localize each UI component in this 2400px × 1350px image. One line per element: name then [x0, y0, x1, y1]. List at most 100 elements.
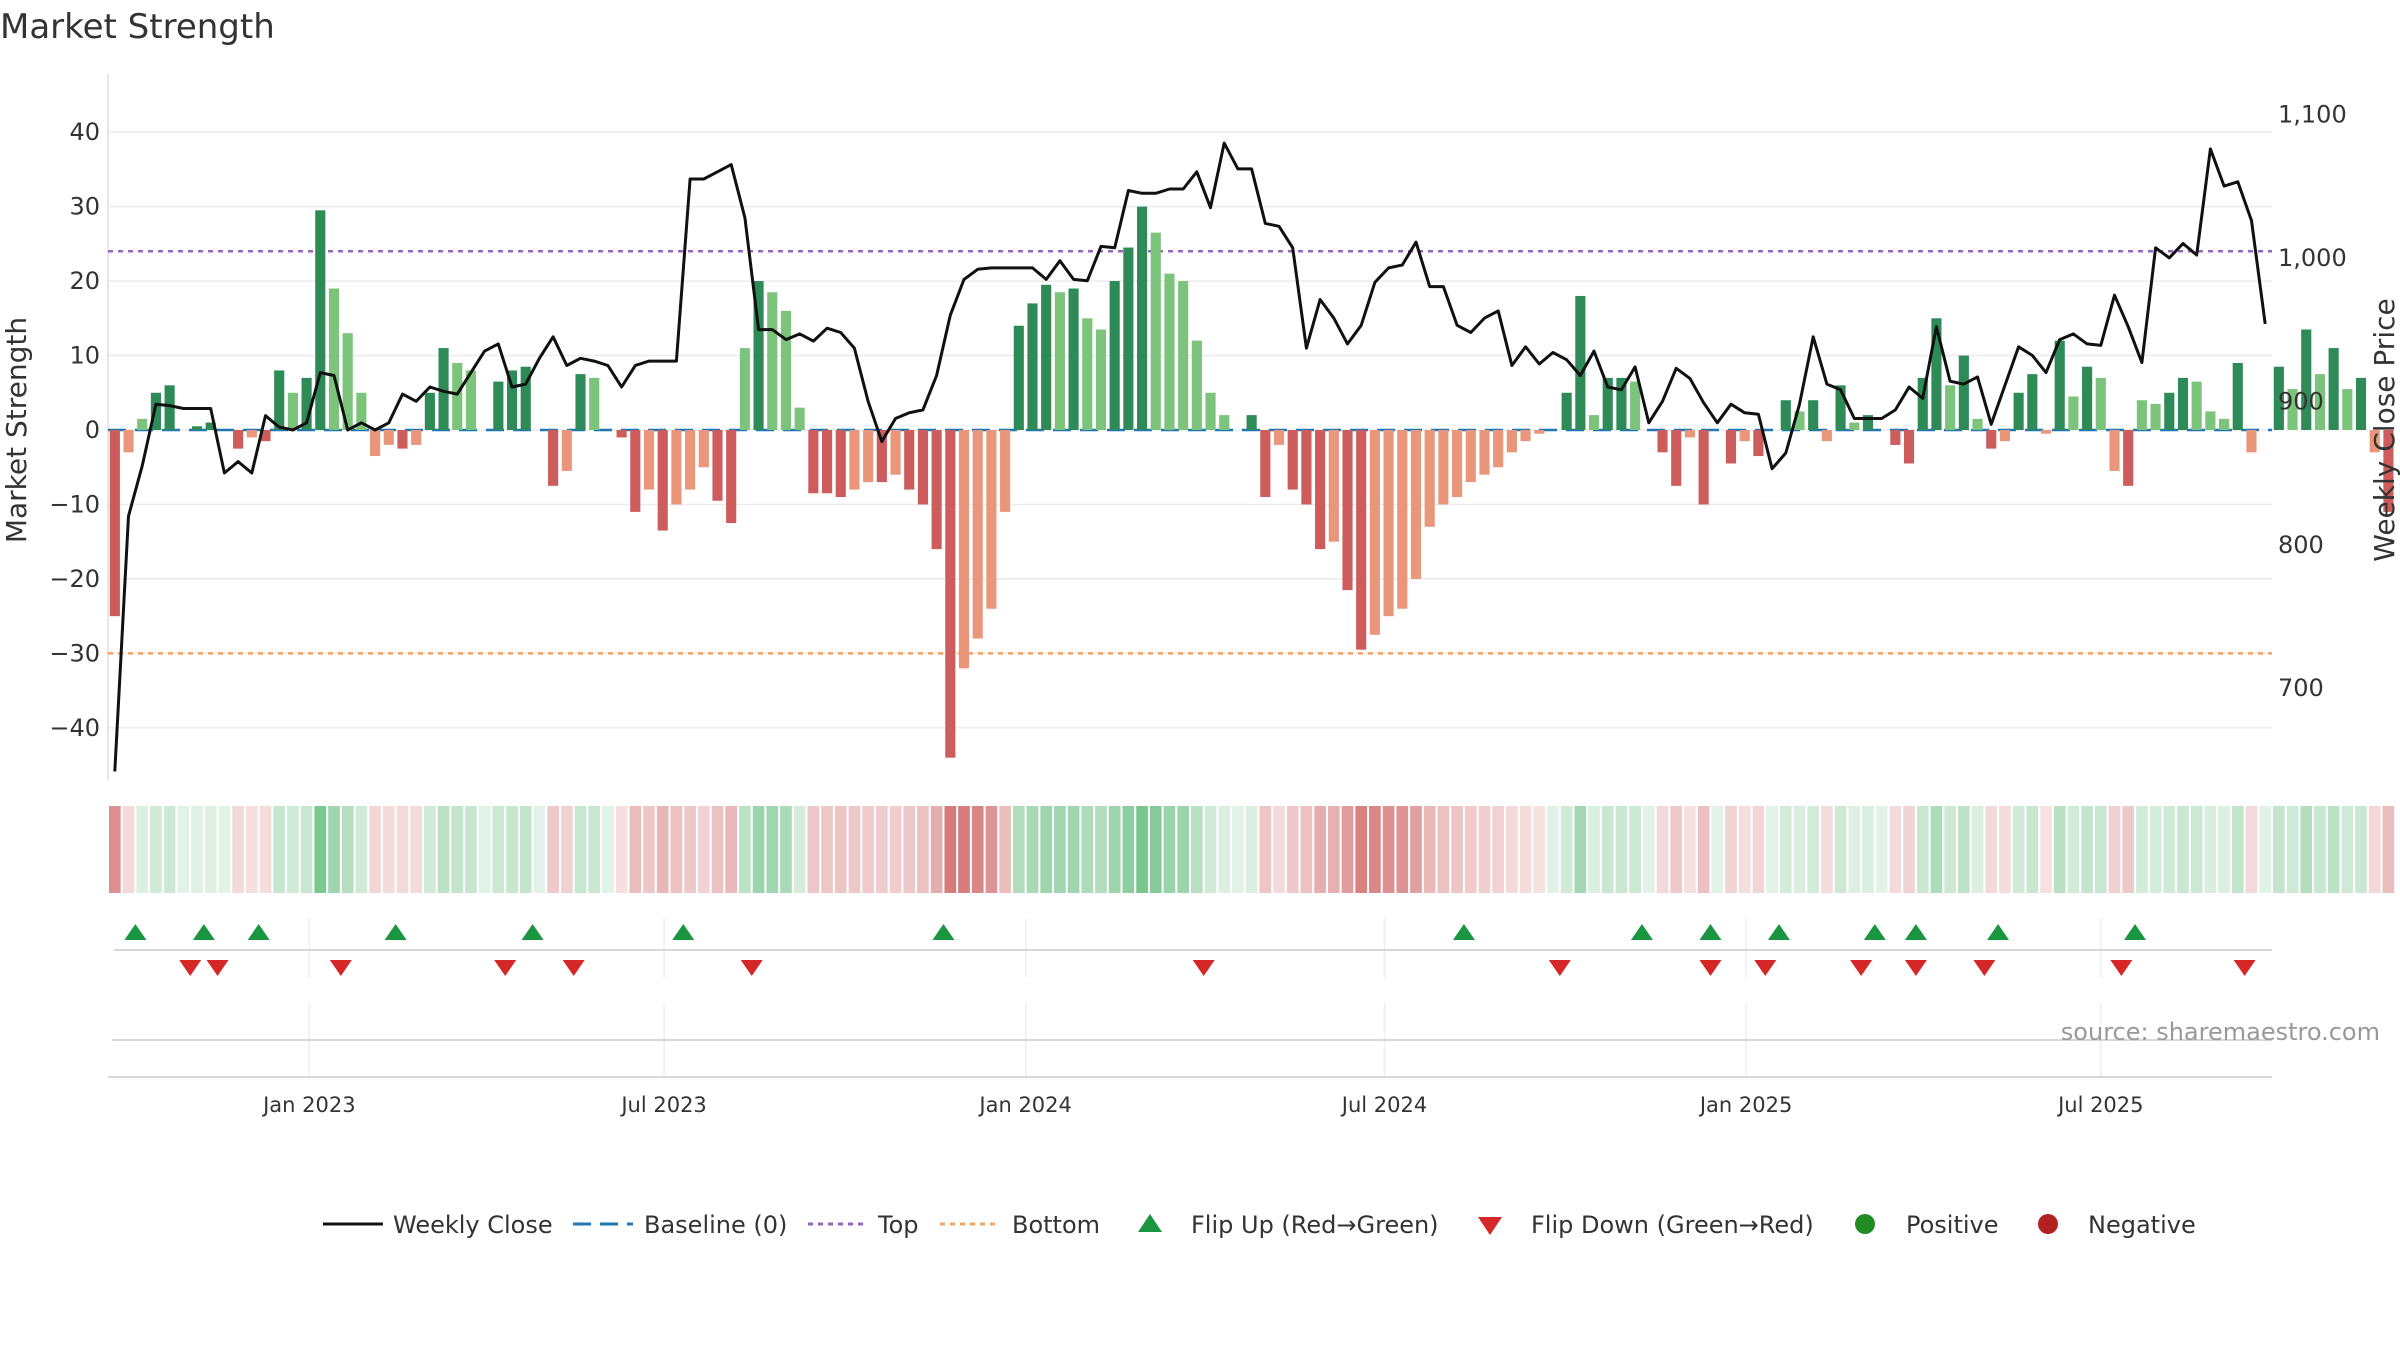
- strength-bar: [630, 430, 641, 512]
- heat-cell: [2108, 806, 2121, 893]
- y-tick-label: 30: [69, 193, 100, 221]
- legend-flip-down-icon: [1478, 1217, 1502, 1235]
- heat-cell: [1875, 806, 1888, 893]
- heat-cell: [451, 806, 464, 893]
- heat-cell: [1588, 806, 1600, 893]
- flip-down-marker: [1754, 960, 1777, 976]
- flip-up-marker: [521, 924, 544, 940]
- strength-bar: [986, 430, 997, 609]
- strength-bar: [1780, 400, 1791, 430]
- heat-cell: [629, 806, 642, 893]
- strength-bar: [301, 377, 312, 430]
- heat-cell: [1684, 806, 1696, 893]
- heat-cell: [780, 806, 792, 893]
- heat-cell: [218, 806, 231, 893]
- heat-cell: [136, 806, 149, 893]
- heat-cell: [1012, 806, 1025, 893]
- heat-cell: [1862, 806, 1874, 893]
- heat-cell: [1040, 806, 1053, 893]
- strength-bar: [904, 430, 915, 490]
- heat-cell: [2040, 806, 2052, 893]
- heat-cell: [2122, 806, 2135, 893]
- heat-cell: [1286, 806, 1299, 893]
- strength-bar: [1123, 247, 1134, 430]
- legend-positive[interactable]: Positive: [1906, 1211, 1999, 1239]
- heat-cell: [519, 806, 532, 893]
- strength-bar: [465, 370, 477, 430]
- heat-cell: [793, 806, 806, 893]
- flip-down-marker: [206, 960, 229, 976]
- strength-bar: [1862, 415, 1874, 430]
- heat-cell: [560, 806, 573, 893]
- flip-up-marker: [1767, 924, 1790, 940]
- strength-bar: [1150, 232, 1161, 430]
- heat-cell: [191, 806, 203, 893]
- heat-cell: [1944, 806, 1956, 893]
- strength-bar: [616, 430, 627, 438]
- strength-bar: [1219, 415, 1230, 430]
- heat-cell: [1560, 806, 1573, 893]
- strength-bar: [1191, 340, 1202, 430]
- flip-up-marker: [932, 924, 955, 940]
- y2-axis-title: Weekly Close Price: [2368, 298, 2400, 561]
- heat-cell: [2382, 806, 2395, 893]
- heat-cell: [1615, 806, 1628, 893]
- heat-cell: [2094, 806, 2107, 893]
- flip-down-marker: [1850, 960, 1873, 976]
- strength-bar: [1616, 377, 1627, 430]
- strength-bar: [1493, 430, 1504, 468]
- x-axis: Jan 2023 Jul 2023 Jan 2024 Jul 2024 Jan 2025…: [108, 1003, 2272, 1117]
- strength-bar: [657, 430, 668, 531]
- strength-bar: [1602, 377, 1613, 430]
- legend-baseline[interactable]: Baseline (0): [644, 1211, 787, 1239]
- legend-positive-icon: [1855, 1214, 1875, 1234]
- strength-bar: [1424, 430, 1435, 527]
- heat-cell: [2327, 806, 2340, 893]
- strength-bar: [685, 430, 696, 490]
- legend-flip-down[interactable]: Flip Down (Green→Red): [1531, 1211, 1814, 1239]
- strength-bar: [1205, 392, 1216, 430]
- heat-cell: [889, 806, 902, 893]
- flip-down-marker: [1973, 960, 1996, 976]
- strength-bar: [520, 366, 531, 430]
- heat-cell: [1656, 806, 1669, 893]
- heat-cell: [1423, 806, 1436, 893]
- flip-up-marker: [124, 924, 147, 940]
- heat-cell: [465, 806, 477, 893]
- heat-cell: [1725, 806, 1737, 893]
- strength-bar: [698, 430, 709, 468]
- legend-top[interactable]: Top: [877, 1211, 919, 1239]
- strength-bar: [1041, 284, 1052, 430]
- heat-cell: [821, 806, 833, 893]
- heat-cell: [287, 806, 299, 893]
- legend-bottom[interactable]: Bottom: [1012, 1211, 1100, 1239]
- strength-bar: [1588, 415, 1600, 430]
- heat-cell: [1204, 806, 1217, 893]
- heat-cell: [355, 806, 368, 893]
- legend-weekly-close[interactable]: Weekly Close: [393, 1211, 553, 1239]
- strength-bar: [1999, 430, 2010, 442]
- strength-bar: [2191, 381, 2202, 430]
- strength-bar: [1068, 288, 1079, 430]
- legend-negative[interactable]: Negative: [2088, 1211, 2196, 1239]
- flip-down-marker: [2233, 960, 2256, 976]
- flip-down-marker: [1699, 960, 1722, 976]
- legend-flip-up[interactable]: Flip Up (Red→Green): [1191, 1211, 1439, 1239]
- heat-cell: [1149, 806, 1162, 893]
- heat-cell: [574, 806, 587, 893]
- heat-cell: [1218, 806, 1231, 893]
- heat-cell: [1793, 806, 1806, 893]
- y-tick-label: 20: [69, 267, 100, 295]
- heat-cell: [1081, 806, 1094, 893]
- heat-cell: [1191, 806, 1203, 893]
- strength-bar: [835, 430, 846, 498]
- heat-cell: [163, 806, 176, 893]
- x-tick-label: Jul 2025: [2056, 1093, 2143, 1117]
- flip-up-marker: [1863, 924, 1886, 940]
- strength-bar: [1095, 329, 1107, 430]
- flip-up-marker: [384, 924, 407, 940]
- heat-cell: [1834, 806, 1847, 893]
- strength-bar: [643, 430, 655, 490]
- strength-bar: [123, 430, 134, 453]
- heat-cell: [1177, 806, 1189, 893]
